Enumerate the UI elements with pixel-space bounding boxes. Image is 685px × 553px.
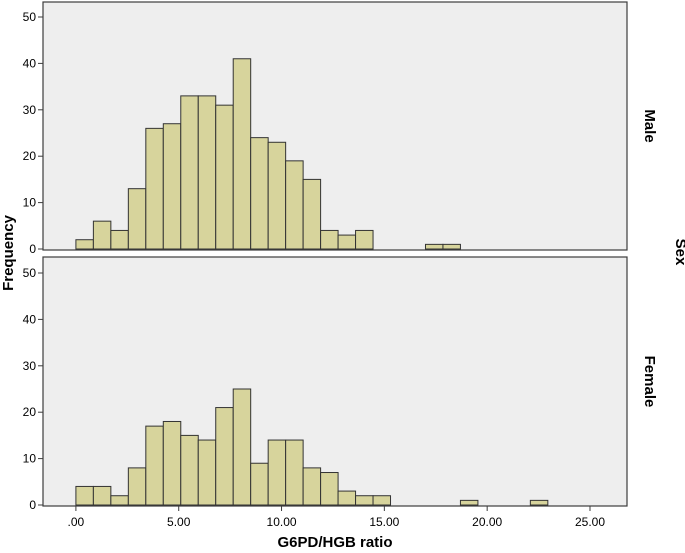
histogram-bar — [197, 439, 217, 506]
histogram-bar — [302, 178, 322, 250]
histogram-bar — [92, 485, 112, 506]
histogram-bar — [372, 495, 392, 506]
histogram-bar — [127, 467, 147, 506]
histogram-bar — [529, 499, 549, 506]
y-tick-label: 40 — [23, 312, 37, 326]
y-tick-label: 20 — [23, 149, 37, 163]
x-tick-label: 25.00 — [575, 515, 605, 529]
histogram-bar — [162, 420, 182, 506]
panel-background — [42, 256, 628, 507]
y-tick-label: 30 — [23, 359, 37, 373]
panel-label: Male — [641, 109, 658, 142]
histogram-bar — [355, 229, 374, 250]
histogram-bar — [197, 95, 217, 250]
histogram-bar — [92, 220, 112, 250]
y-tick-label: 10 — [23, 452, 37, 466]
histogram-bar — [75, 485, 94, 506]
histogram-bar — [75, 239, 94, 250]
histogram-bar — [145, 127, 164, 250]
histogram-bar — [127, 188, 147, 250]
histogram-bar — [232, 388, 252, 506]
y-axis-title: Frequency — [0, 214, 17, 291]
histogram-bar — [250, 462, 269, 506]
histogram-bar — [110, 229, 129, 250]
histogram-bar — [250, 137, 269, 250]
histogram-bar — [337, 234, 357, 250]
histogram-bar — [355, 495, 374, 506]
y-tick-label: 30 — [23, 103, 37, 117]
y-tick-label: 0 — [29, 498, 36, 512]
histogram-bar — [180, 434, 199, 506]
y-tick-label: 40 — [23, 56, 37, 70]
histogram-bar — [320, 229, 339, 250]
histogram-bar — [232, 58, 252, 250]
histogram-bar — [424, 243, 444, 250]
y-tick-label: 50 — [23, 10, 37, 24]
histogram-bar — [302, 467, 322, 506]
y-tick-label: 50 — [23, 266, 37, 280]
panels-group: 0 10 20 30 40 50 Male 0 10 20 30 40 50 Female .00 5.00 1… — [23, 1, 658, 529]
histogram-bar — [285, 160, 304, 250]
x-axis-title: G6PD/HGB ratio — [277, 534, 392, 551]
histogram-bar — [215, 104, 234, 250]
x-tick-label: 15.00 — [369, 515, 399, 529]
histogram-bar — [459, 499, 479, 506]
histogram-bar — [180, 95, 199, 250]
histogram-bar — [267, 439, 287, 506]
histogram-bar — [162, 123, 182, 250]
histogram-bar — [110, 495, 129, 506]
x-tick-label: 10.00 — [267, 515, 297, 529]
panel-label: Female — [641, 356, 658, 408]
y-tick-label: 10 — [23, 196, 37, 210]
histogram-bar — [145, 425, 164, 506]
y-tick-label: 20 — [23, 405, 37, 419]
y-tick-label: 0 — [29, 242, 36, 256]
histogram-bar — [285, 439, 304, 506]
histogram-bar — [320, 472, 339, 506]
x-tick-label: 20.00 — [472, 515, 502, 529]
histogram-bar — [267, 141, 287, 250]
histogram-bar — [442, 243, 461, 250]
x-tick-label: 5.00 — [167, 515, 191, 529]
x-tick-label: .00 — [68, 515, 85, 529]
facet-axis-title: Sex — [672, 239, 685, 266]
histogram-bar — [215, 407, 234, 506]
histogram-bar — [337, 490, 357, 506]
